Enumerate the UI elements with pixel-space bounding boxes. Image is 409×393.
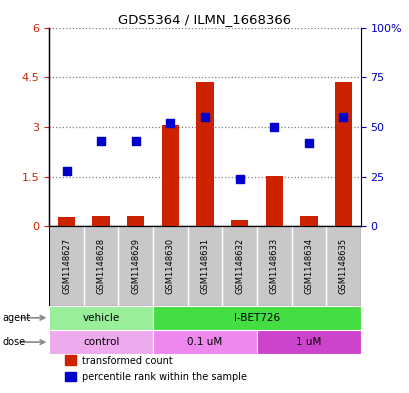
Text: agent: agent bbox=[2, 313, 30, 323]
Bar bbox=[196, 82, 213, 226]
Bar bbox=[49, 330, 153, 354]
Bar bbox=[153, 330, 256, 354]
Text: transformed count: transformed count bbox=[82, 356, 172, 366]
Point bbox=[201, 114, 208, 120]
Text: control: control bbox=[83, 337, 119, 347]
Point bbox=[63, 167, 70, 174]
Bar bbox=[230, 220, 248, 226]
Point bbox=[132, 138, 139, 144]
Point bbox=[270, 124, 277, 130]
Text: GSM1148635: GSM1148635 bbox=[338, 238, 347, 294]
Text: I-BET726: I-BET726 bbox=[233, 313, 279, 323]
Bar bbox=[92, 216, 110, 226]
Text: GSM1148632: GSM1148632 bbox=[234, 238, 243, 294]
Bar bbox=[256, 330, 360, 354]
Point bbox=[98, 138, 104, 144]
Bar bbox=[49, 306, 153, 330]
Text: GSM1148629: GSM1148629 bbox=[131, 238, 140, 294]
Text: 1 uM: 1 uM bbox=[295, 337, 321, 347]
Text: GSM1148634: GSM1148634 bbox=[303, 238, 312, 294]
Text: GSM1148627: GSM1148627 bbox=[62, 238, 71, 294]
Bar bbox=[161, 125, 179, 226]
Text: GSM1148628: GSM1148628 bbox=[97, 238, 106, 294]
Point bbox=[167, 120, 173, 126]
Bar bbox=[65, 371, 76, 381]
Point bbox=[305, 140, 311, 146]
Text: percentile rank within the sample: percentile rank within the sample bbox=[82, 372, 246, 382]
Text: GSM1148631: GSM1148631 bbox=[200, 238, 209, 294]
Text: 0.1 uM: 0.1 uM bbox=[187, 337, 222, 347]
Text: GSM1148633: GSM1148633 bbox=[269, 238, 278, 294]
Bar bbox=[299, 216, 317, 226]
Bar bbox=[65, 356, 76, 365]
Bar bbox=[265, 176, 282, 226]
Point bbox=[236, 175, 242, 182]
Title: GDS5364 / ILMN_1668366: GDS5364 / ILMN_1668366 bbox=[118, 13, 291, 26]
Text: dose: dose bbox=[2, 337, 25, 347]
Bar bbox=[153, 306, 360, 330]
Bar bbox=[58, 217, 75, 226]
Bar bbox=[127, 216, 144, 226]
Text: vehicle: vehicle bbox=[82, 313, 119, 323]
Bar bbox=[334, 82, 351, 226]
Text: GSM1148630: GSM1148630 bbox=[166, 238, 175, 294]
Point bbox=[339, 114, 346, 120]
